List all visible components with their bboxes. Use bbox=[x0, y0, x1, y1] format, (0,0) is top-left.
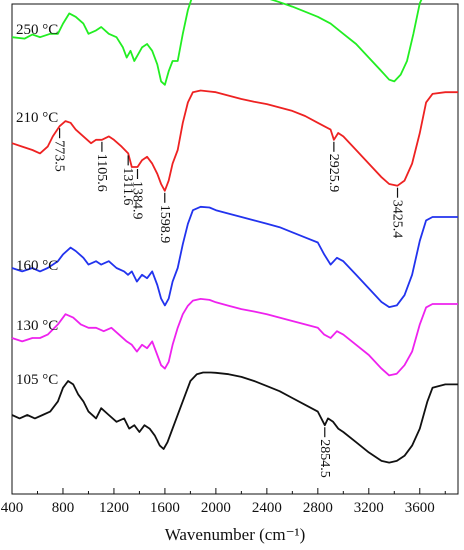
spectrum-line-3 bbox=[11, 297, 458, 377]
peak-label-2: 1311.6 bbox=[120, 167, 135, 205]
x-tick-layer: 400 800 1200 1600 2000 2400 2800 3200 3600 bbox=[1, 488, 446, 516]
x-tick-label-7: 3200 bbox=[354, 500, 384, 516]
peak-annotation-0: 773.5 bbox=[52, 128, 67, 172]
series-layer bbox=[11, 0, 458, 464]
peak-annotation-7: 2854.5 bbox=[317, 427, 332, 478]
peak-annotation-6: 3425.4 bbox=[390, 187, 405, 239]
peak-annotation-1: 1105.6 bbox=[94, 141, 109, 192]
peak-annotation-5: 2925.9 bbox=[326, 141, 341, 193]
peak-annotation-2: 1311.6 bbox=[120, 155, 135, 205]
series-label-1: 210 °C bbox=[16, 110, 58, 126]
spectrum-line-1 bbox=[11, 89, 458, 192]
peak-annotation-4: 1598.9 bbox=[157, 192, 172, 244]
peak-label-7: 2854.5 bbox=[317, 439, 332, 478]
peak-label-1: 1105.6 bbox=[94, 154, 109, 192]
x-axis-label: Wavenumber (cm⁻¹) bbox=[165, 525, 306, 544]
series-label-4: 105 °C bbox=[16, 372, 58, 388]
x-tick-label-6: 2800 bbox=[303, 500, 333, 516]
spectrum-line-2 bbox=[11, 205, 458, 309]
series-label-2: 160 °C bbox=[16, 258, 58, 274]
x-tick-label-3: 1600 bbox=[150, 500, 180, 516]
x-tick-label-8: 3600 bbox=[405, 500, 435, 516]
plot-frame bbox=[11, 3, 459, 495]
spectrum-line-4 bbox=[11, 371, 458, 464]
series-label-0: 250 °C bbox=[16, 22, 58, 38]
peak-label-0: 773.5 bbox=[52, 140, 67, 172]
peak-label-6: 3425.4 bbox=[390, 200, 405, 239]
x-tick-label-5: 2400 bbox=[252, 500, 282, 516]
x-tick-label-0: 400 bbox=[1, 500, 24, 516]
peak-label-5: 2925.9 bbox=[326, 154, 341, 193]
x-tick-label-1: 800 bbox=[52, 500, 75, 516]
x-tick-label-2: 1200 bbox=[99, 500, 129, 516]
spectrum-line-0 bbox=[11, 0, 423, 86]
series-label-3: 130 °C bbox=[16, 318, 58, 334]
x-tick-label-4: 2000 bbox=[201, 500, 231, 516]
series-label-layer: 250 °C 210 °C 160 °C 130 °C 105 °C bbox=[16, 22, 58, 388]
peak-label-3: 1384.9 bbox=[130, 181, 145, 220]
peak-annotation-3: 1384.9 bbox=[130, 169, 145, 220]
peak-label-4: 1598.9 bbox=[157, 205, 172, 244]
